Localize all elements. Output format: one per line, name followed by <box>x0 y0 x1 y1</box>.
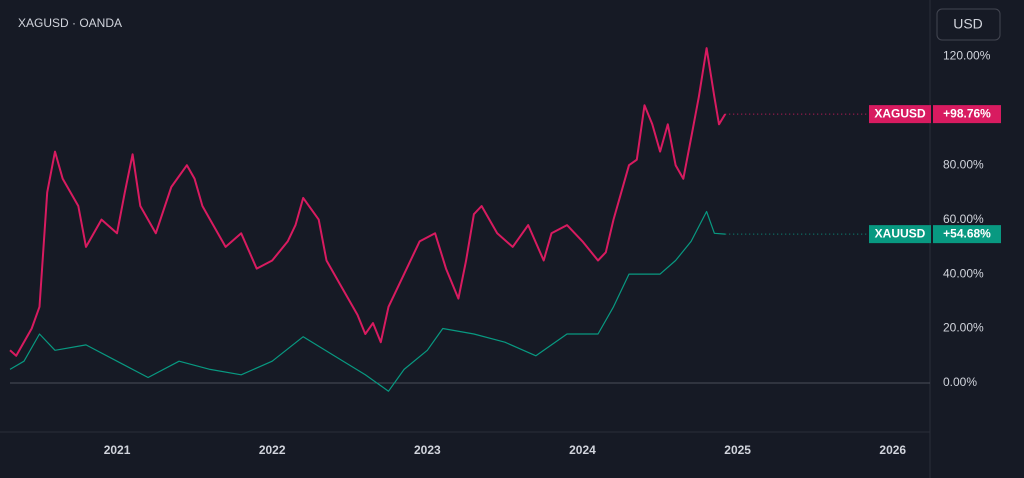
currency-label[interactable]: USD <box>953 16 983 32</box>
legend-name: XAUUSD <box>875 226 926 240</box>
last-value-label: +54.68% <box>943 226 991 240</box>
y-tick-label: 120.00% <box>943 48 991 62</box>
value-badge <box>933 225 1001 244</box>
x-tick-label: 2024 <box>569 443 596 457</box>
series-line <box>9 210 726 392</box>
value-badge <box>933 105 1001 124</box>
y-tick-label: 0.00% <box>943 375 977 389</box>
series-line <box>9 47 727 357</box>
y-tick-label: 60.00% <box>943 212 984 226</box>
y-tick-label: 80.00% <box>943 157 984 171</box>
currency-button[interactable] <box>936 8 1001 41</box>
x-tick-label: 2025 <box>724 443 751 457</box>
legend-badge <box>869 225 931 244</box>
chart-title: XAGUSD · OANDA <box>18 16 122 30</box>
y-tick-label: 40.00% <box>943 266 984 280</box>
y-tick-label: 20.00% <box>943 321 984 335</box>
x-tick-label: 2022 <box>259 443 286 457</box>
legend-name: XAGUSD <box>874 106 926 120</box>
legend-badge <box>869 105 931 124</box>
x-tick-label: 2021 <box>104 443 131 457</box>
last-value-label: +98.76% <box>943 106 991 120</box>
x-tick-label: 2023 <box>414 443 441 457</box>
x-tick-label: 2026 <box>879 443 906 457</box>
